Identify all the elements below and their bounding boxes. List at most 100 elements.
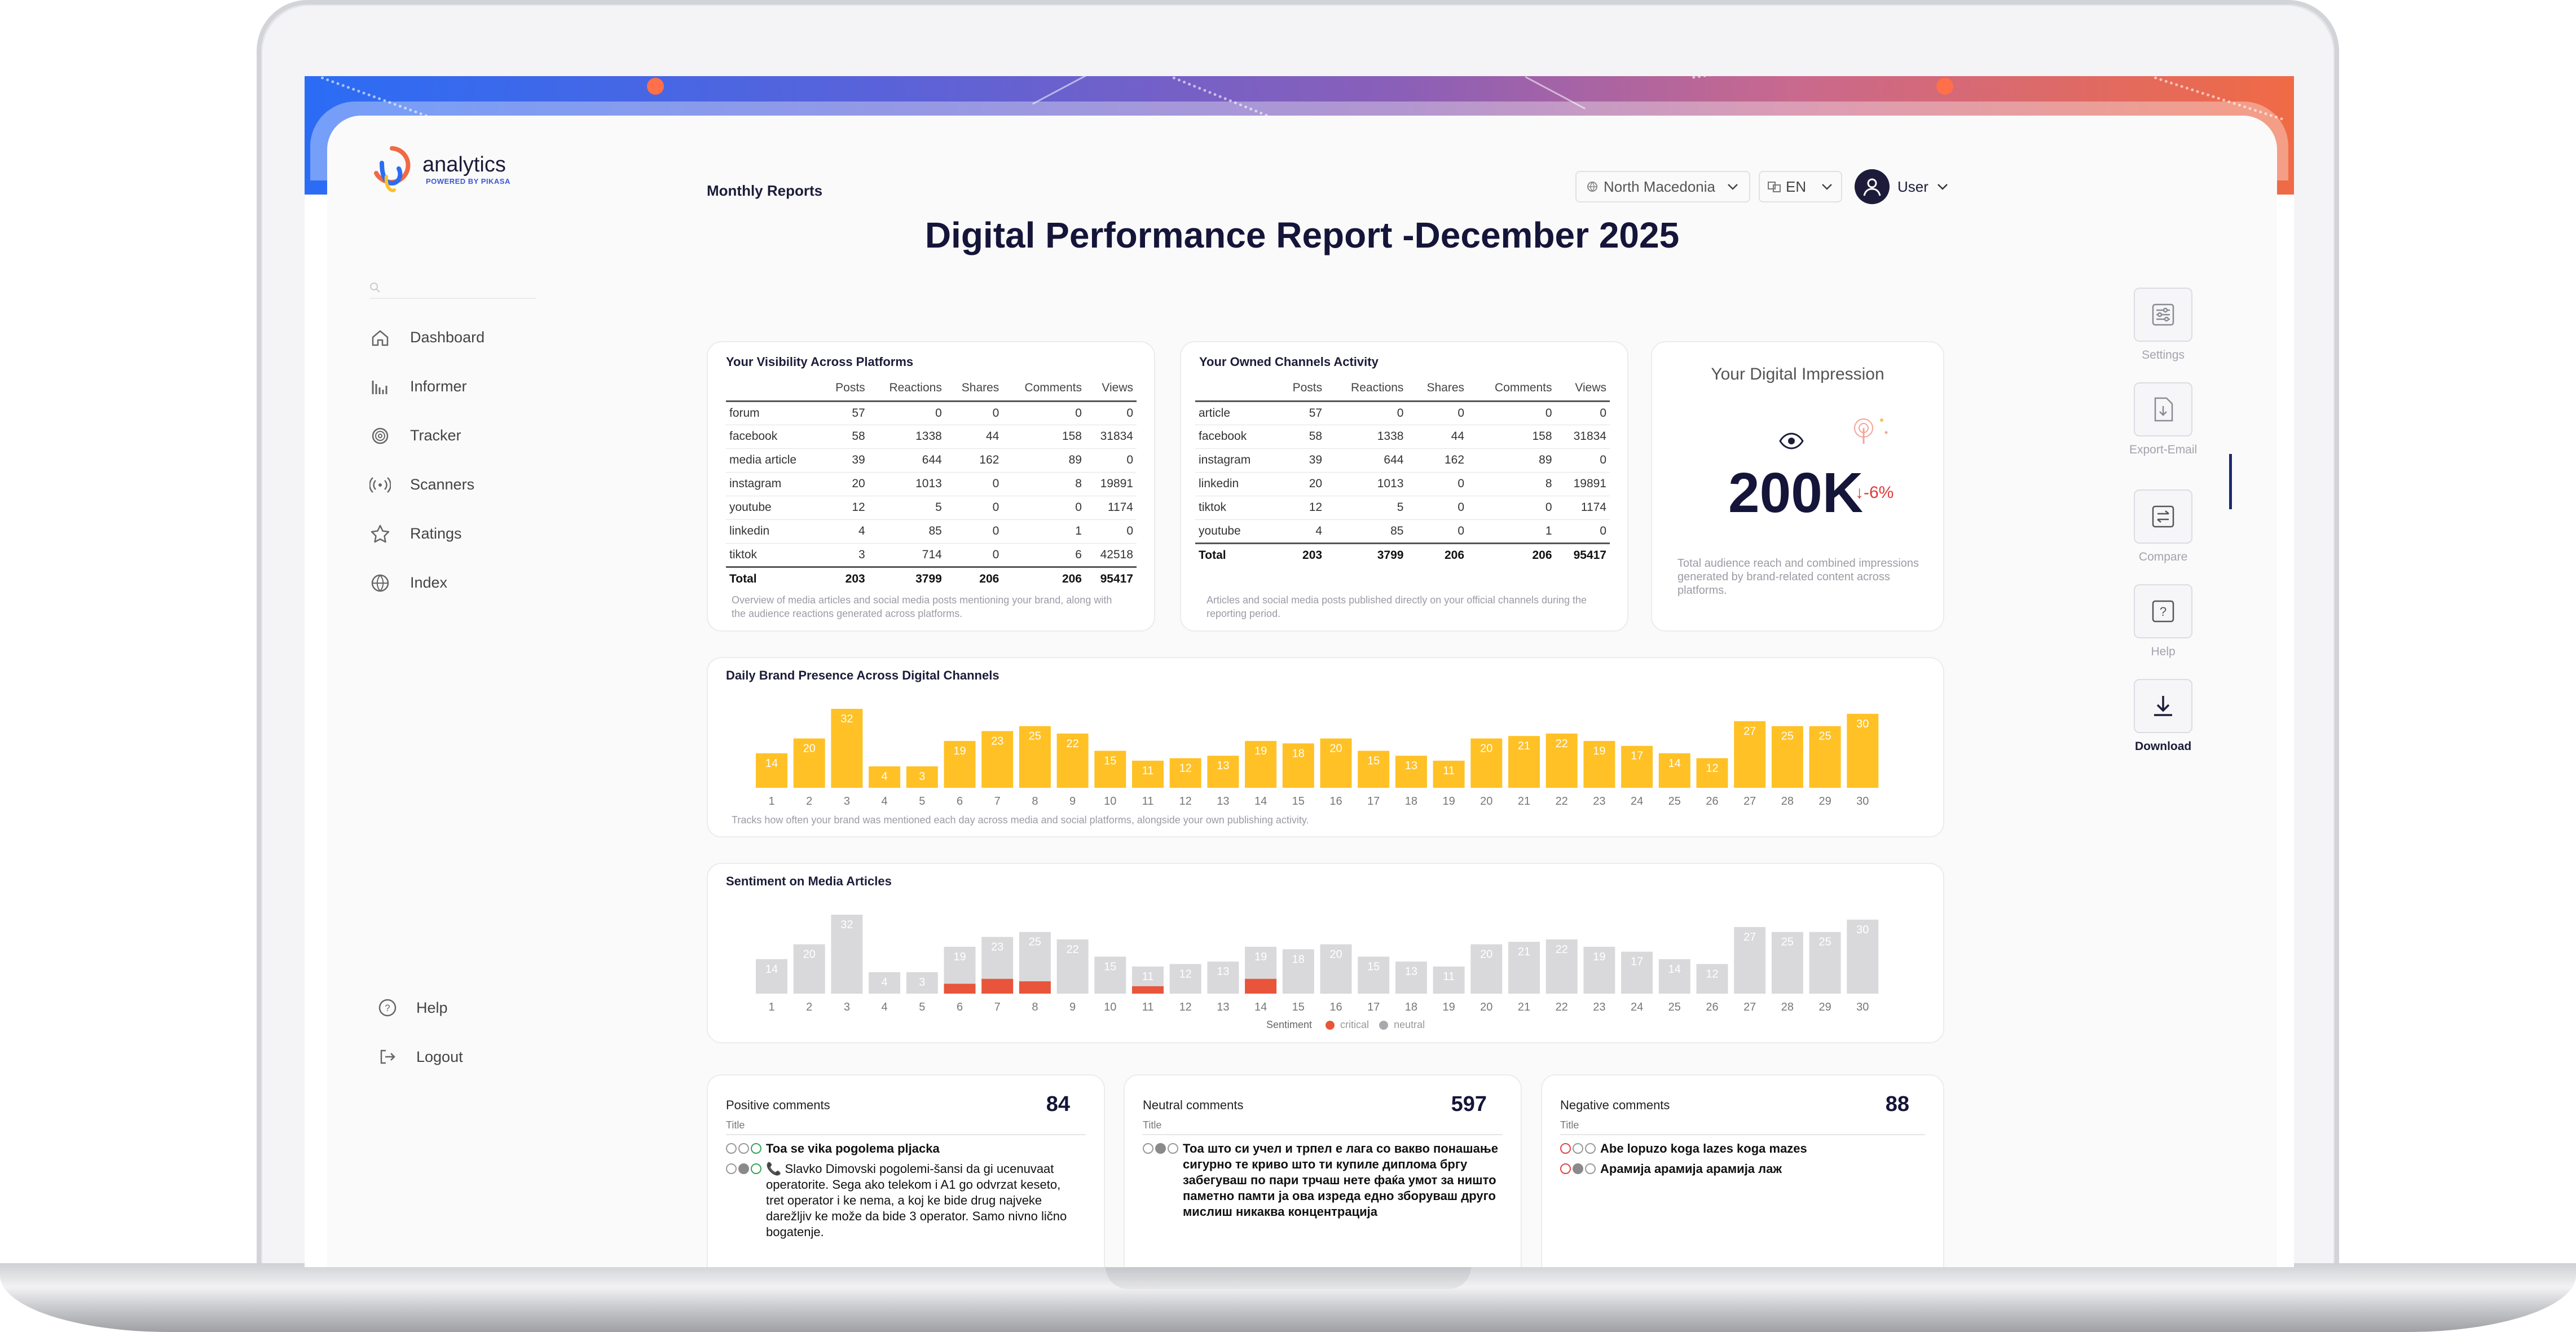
comment-item[interactable]: Toa se vika pogolema pljacka [726,1141,1081,1157]
comment-item[interactable]: 📞 Slavko Dimovski pogolemi-šansi da gi u… [726,1161,1081,1240]
divider [726,1134,1086,1135]
bar-value-label: 25 [1029,730,1041,743]
table-cell: 0 [1002,401,1085,425]
export-icon [2154,397,2173,422]
settings-button[interactable] [2134,288,2193,342]
x-tick-label: 7 [994,1001,1001,1013]
bar [1847,919,1879,994]
visibility-header-row: Posts Reactions Shares Comments Views [726,376,1137,402]
sidebar-item-informer[interactable]: Informer [369,362,485,411]
table-cell: 644 [1326,448,1407,473]
download-button[interactable] [2134,679,2193,733]
legend-critical-label: critical [1340,1019,1370,1030]
table-cell: linkedin [726,519,822,544]
visibility-note: Overview of media articles and social me… [732,594,1112,619]
comment-item[interactable]: Abe lopuzo koga lazes koga mazes [1560,1141,1921,1157]
positive-comments-list: Toa se vika pogolema pljacka 📞 Slavko Di… [726,1141,1081,1245]
table-cell: 44 [1407,425,1468,449]
download-label: Download [2134,740,2192,753]
comment-item[interactable]: Тоа што си учел и трпел е лага со вакво … [1143,1141,1498,1220]
owned-column-header: Reactions [1326,376,1407,402]
x-tick-label: 27 [1743,795,1756,808]
bar-value-label: 14 [1668,757,1681,770]
fingerprint-icon [372,427,389,444]
bar-value-label: 25 [1781,936,1794,949]
bar [1658,959,1690,994]
sidebar-item-scanners[interactable]: Scanners [369,460,485,509]
band-dash [1692,76,1860,79]
owned-table: Posts Reactions Shares Comments Views article… [1195,376,1610,567]
bar [1056,733,1089,788]
compare-button[interactable] [2134,489,2193,544]
bar [1433,760,1465,788]
logo[interactable]: analytics POWERED BY PIKASA [369,141,510,197]
x-tick-label: 22 [1556,1001,1568,1013]
critical-bar [944,983,976,994]
bar [1809,932,1841,994]
x-tick-label: 9 [1069,795,1076,808]
table-cell: 5 [868,496,945,520]
table-row: linkedin 4 85 0 1 0 [726,519,1137,544]
bar [1169,964,1201,994]
negative-comments-count: 88 [1885,1092,1909,1116]
x-tick-label: 27 [1743,1001,1756,1013]
bar-value-label: 22 [1066,738,1078,750]
download-icon [2154,696,2173,716]
table-cell: facebook [1195,425,1276,449]
x-tick-label: 2 [806,1001,812,1013]
comment-item[interactable]: Арамија арамија арамија лаж [1560,1161,1921,1177]
user-menu[interactable]: User [1855,165,1949,208]
bar-value-label: 20 [1480,743,1492,755]
visibility-column-header: Shares [945,376,1003,402]
table-cell: instagram [726,472,822,496]
table-cell: 5 [1326,496,1407,520]
avatar [1855,169,1890,204]
sidebar-item-ratings[interactable]: Ratings [369,509,485,558]
bar [1621,951,1653,994]
sentiment-title: Sentiment on Media Articles [726,874,892,888]
sidebar-logout[interactable]: Logout [378,1047,463,1066]
sidebar-item-dashboard[interactable]: Dashboard [369,313,485,362]
bar-value-label: 11 [1443,971,1455,983]
bar [1132,760,1164,788]
critical-bar [981,978,1014,994]
export-email-button[interactable] [2134,382,2193,436]
bar-value-label: 19 [1593,951,1605,963]
bar [756,959,787,994]
x-tick-label: 24 [1631,1001,1643,1013]
sidebar-item-index[interactable]: Index [369,558,485,607]
table-cell: 203 [1275,542,1326,567]
sidebar-help[interactable]: ? Help [378,998,448,1017]
help-button[interactable]: ? [2134,584,2193,638]
sidebar-search[interactable] [369,282,536,299]
bar [1282,743,1314,788]
bar-value-label: 14 [765,757,778,770]
bar-value-label: 12 [1706,762,1718,775]
x-tick-label: 5 [919,795,925,808]
table-cell: 4 [1275,519,1326,544]
band-dot [1936,78,1953,95]
table-cell: 0 [868,401,945,425]
language-select[interactable]: EN [1759,171,1842,202]
bar-value-label: 18 [1292,953,1305,965]
country-select[interactable]: North Macedonia [1575,171,1750,202]
visibility-column-header: Reactions [868,376,945,402]
sentiment-chart: 1412023234435196237258229151011111212131… [756,915,1879,1013]
sidebar-item-tracker[interactable]: Tracker [369,411,485,460]
language-label: EN [1786,178,1807,195]
sliders-icon [2152,303,2174,326]
table-cell: 4 [821,519,869,544]
impression-card: Your Digital Impression 200K ↓-6% Total … [1651,341,1944,632]
bar-value-label: 25 [1781,730,1794,743]
bar [1320,738,1352,788]
sentiment-icons [726,1161,761,1240]
table-cell: youtube [726,496,822,520]
visibility-column-header: Views [1085,376,1137,402]
chevron-down-icon [1937,184,1948,190]
x-tick-label: 3 [844,1001,850,1013]
positive-comments-card: Positive comments 84 Title Toa se vika p… [707,1074,1105,1267]
table-cell: 1 [1002,519,1085,544]
bar [1470,738,1503,788]
export-email-label: Export-Email [2129,443,2198,456]
table-cell: facebook [726,425,822,449]
